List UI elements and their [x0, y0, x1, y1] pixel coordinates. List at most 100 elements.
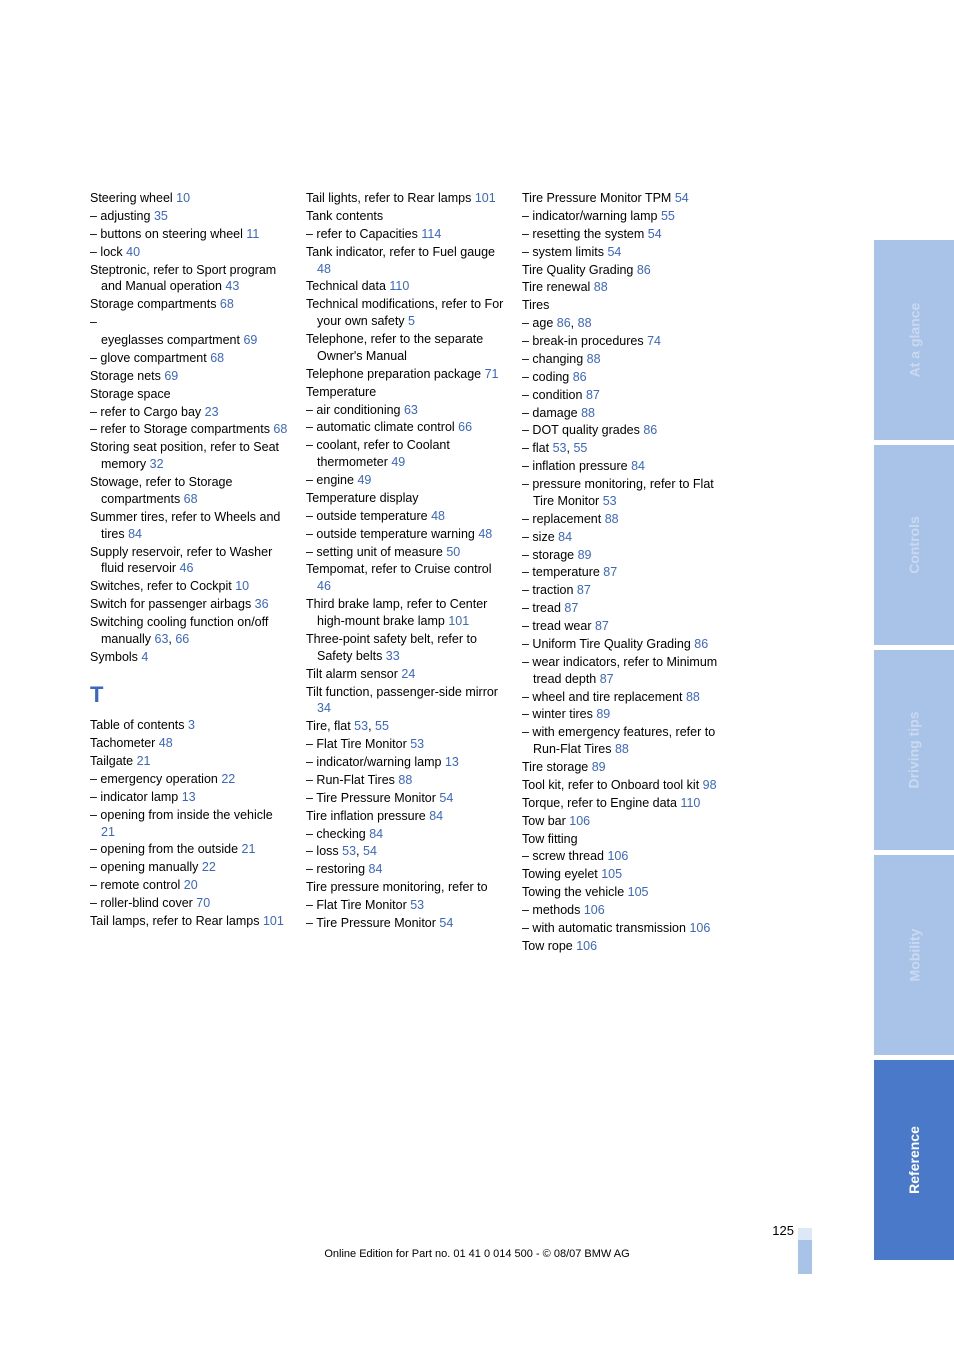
- page-link[interactable]: 11: [246, 227, 259, 241]
- page-link[interactable]: 53: [342, 844, 356, 858]
- page-link[interactable]: 53: [410, 898, 424, 912]
- page-link[interactable]: 86: [643, 423, 657, 437]
- page-link[interactable]: 89: [592, 760, 606, 774]
- page-link[interactable]: 33: [386, 649, 400, 663]
- page-link[interactable]: 89: [578, 548, 592, 562]
- page-link[interactable]: 69: [243, 333, 257, 347]
- page-link[interactable]: 21: [242, 842, 256, 856]
- page-link[interactable]: 66: [458, 420, 472, 434]
- page-link[interactable]: 53: [410, 737, 424, 751]
- side-tab[interactable]: Driving tips: [874, 650, 954, 850]
- page-link[interactable]: 13: [445, 755, 459, 769]
- page-link[interactable]: 84: [631, 459, 645, 473]
- page-link[interactable]: 114: [421, 227, 441, 241]
- page-link[interactable]: 87: [600, 672, 614, 686]
- page-link[interactable]: 21: [137, 754, 151, 768]
- page-link[interactable]: 88: [594, 280, 608, 294]
- page-link[interactable]: 87: [603, 565, 617, 579]
- page-link[interactable]: 88: [578, 316, 592, 330]
- side-tab[interactable]: Mobility: [874, 855, 954, 1055]
- page-link[interactable]: 87: [564, 601, 578, 615]
- page-link[interactable]: 101: [448, 614, 469, 628]
- page-link[interactable]: 13: [182, 790, 196, 804]
- page-link[interactable]: 105: [601, 867, 622, 881]
- page-link[interactable]: 68: [210, 351, 224, 365]
- page-link[interactable]: 63: [155, 632, 169, 646]
- page-link[interactable]: 49: [357, 473, 371, 487]
- page-link[interactable]: 110: [680, 796, 700, 810]
- page-link[interactable]: 55: [375, 719, 389, 733]
- page-link[interactable]: 68: [273, 422, 287, 436]
- page-link[interactable]: 106: [607, 849, 628, 863]
- page-link[interactable]: 84: [429, 809, 443, 823]
- page-link[interactable]: 86: [694, 637, 708, 651]
- side-tab[interactable]: Reference: [874, 1060, 954, 1260]
- page-link[interactable]: 36: [255, 597, 269, 611]
- page-link[interactable]: 74: [647, 334, 661, 348]
- page-link[interactable]: 21: [101, 825, 115, 839]
- page-link[interactable]: 88: [398, 773, 412, 787]
- page-link[interactable]: 84: [369, 862, 383, 876]
- page-link[interactable]: 106: [584, 903, 605, 917]
- page-link[interactable]: 48: [431, 509, 445, 523]
- page-link[interactable]: 20: [184, 878, 198, 892]
- page-link[interactable]: 86: [557, 316, 571, 330]
- page-link[interactable]: 22: [221, 772, 235, 786]
- page-link[interactable]: 87: [586, 388, 600, 402]
- page-link[interactable]: 54: [648, 227, 662, 241]
- page-link[interactable]: 68: [184, 492, 198, 506]
- page-link[interactable]: 23: [205, 405, 219, 419]
- page-link[interactable]: 101: [263, 914, 284, 928]
- page-link[interactable]: 22: [202, 860, 216, 874]
- page-link[interactable]: 101: [475, 191, 496, 205]
- side-tab[interactable]: Controls: [874, 445, 954, 645]
- page-link[interactable]: 53: [603, 494, 617, 508]
- page-link[interactable]: 88: [581, 406, 595, 420]
- page-link[interactable]: 50: [446, 545, 460, 559]
- page-link[interactable]: 24: [401, 667, 415, 681]
- page-link[interactable]: 48: [159, 736, 173, 750]
- page-link[interactable]: 43: [225, 279, 239, 293]
- page-link[interactable]: 87: [577, 583, 591, 597]
- page-link[interactable]: 89: [596, 707, 610, 721]
- page-link[interactable]: 88: [615, 742, 629, 756]
- page-link[interactable]: 87: [595, 619, 609, 633]
- page-link[interactable]: 48: [317, 262, 331, 276]
- page-link[interactable]: 54: [607, 245, 621, 259]
- page-link[interactable]: 105: [628, 885, 649, 899]
- page-link[interactable]: 68: [220, 297, 234, 311]
- page-link[interactable]: 70: [196, 896, 210, 910]
- page-link[interactable]: 84: [128, 527, 142, 541]
- page-link[interactable]: 54: [439, 916, 453, 930]
- page-link[interactable]: 66: [175, 632, 189, 646]
- page-link[interactable]: 53: [553, 441, 567, 455]
- page-link[interactable]: 32: [150, 457, 164, 471]
- page-link[interactable]: 4: [141, 650, 148, 664]
- page-link[interactable]: 54: [675, 191, 689, 205]
- page-link[interactable]: 34: [317, 701, 331, 715]
- page-link[interactable]: 49: [391, 455, 405, 469]
- page-link[interactable]: 5: [408, 314, 415, 328]
- page-link[interactable]: 71: [485, 367, 499, 381]
- page-link[interactable]: 63: [404, 403, 418, 417]
- page-link[interactable]: 55: [661, 209, 675, 223]
- page-link[interactable]: 10: [176, 191, 190, 205]
- page-link[interactable]: 55: [573, 441, 587, 455]
- side-tab[interactable]: At a glance: [874, 240, 954, 440]
- page-link[interactable]: 10: [235, 579, 249, 593]
- page-link[interactable]: 48: [478, 527, 492, 541]
- page-link[interactable]: 86: [573, 370, 587, 384]
- page-link[interactable]: 106: [576, 939, 597, 953]
- page-link[interactable]: 54: [363, 844, 377, 858]
- page-link[interactable]: 35: [154, 209, 168, 223]
- page-link[interactable]: 69: [164, 369, 178, 383]
- page-link[interactable]: 110: [389, 279, 409, 293]
- page-link[interactable]: 54: [439, 791, 453, 805]
- page-link[interactable]: 86: [637, 263, 651, 277]
- page-link[interactable]: 88: [605, 512, 619, 526]
- page-link[interactable]: 84: [558, 530, 572, 544]
- page-link[interactable]: 46: [317, 579, 331, 593]
- page-link[interactable]: 40: [126, 245, 140, 259]
- page-link[interactable]: 53: [354, 719, 368, 733]
- page-link[interactable]: 88: [587, 352, 601, 366]
